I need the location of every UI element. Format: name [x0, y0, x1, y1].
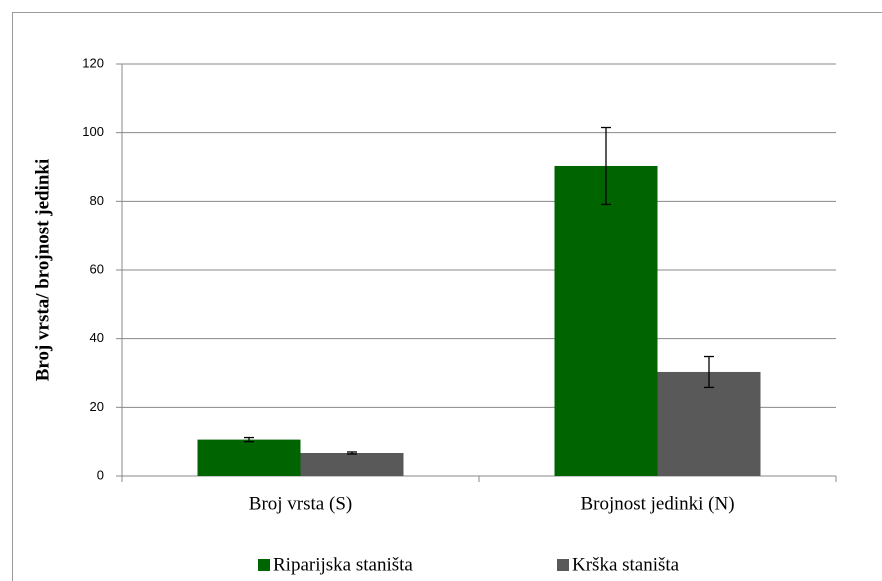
error-bar	[244, 436, 254, 443]
chart-border	[12, 12, 882, 581]
error-bar	[704, 355, 714, 389]
bar	[300, 452, 404, 476]
x-tick-label: Brojnost jedinki (N)	[580, 493, 734, 514]
y-axis-label: Broj vrsta/ brojnost jedinki	[32, 159, 53, 382]
y-tick-label: 100	[82, 124, 104, 139]
x-tick-label: Broj vrsta (S)	[249, 493, 352, 514]
error-bar	[347, 451, 357, 455]
legend-swatch	[557, 559, 569, 571]
legend-label: Krška staništa	[572, 554, 680, 575]
y-tick-label: 120	[82, 55, 104, 70]
bar	[657, 371, 761, 476]
bar	[197, 439, 301, 476]
y-tick-label: 0	[97, 467, 104, 482]
y-tick-label: 80	[90, 193, 104, 208]
y-tick-label: 60	[90, 261, 104, 276]
y-tick-label: 40	[90, 330, 104, 345]
legend-swatch	[258, 559, 270, 571]
legend-label: Riparijska staništa	[273, 554, 413, 575]
y-tick-label: 20	[90, 399, 104, 414]
bar	[554, 165, 658, 476]
error-bar	[601, 126, 611, 206]
